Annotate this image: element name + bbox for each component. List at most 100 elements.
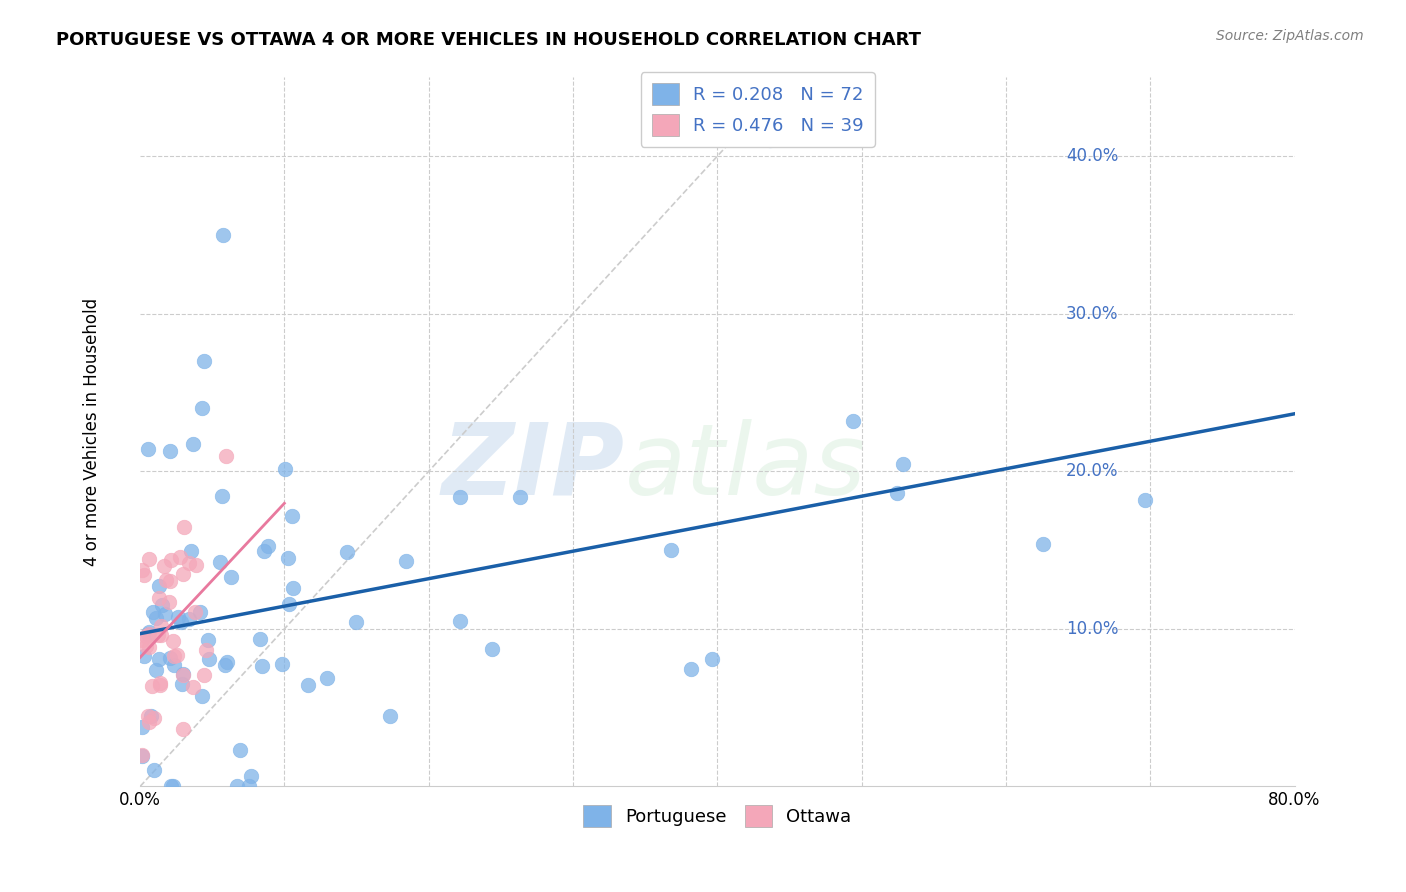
Point xyxy=(153,558,176,573)
Point xyxy=(181,680,204,694)
Point xyxy=(188,605,211,619)
Point xyxy=(256,539,278,553)
Point xyxy=(172,668,194,682)
Point xyxy=(274,462,297,476)
Point xyxy=(215,449,238,463)
Point xyxy=(186,558,208,572)
Point xyxy=(172,722,194,736)
Point xyxy=(239,769,262,783)
Point xyxy=(278,597,301,611)
Point xyxy=(344,615,367,629)
Point xyxy=(150,619,173,633)
Point xyxy=(141,680,163,694)
Text: atlas: atlas xyxy=(624,419,866,516)
Text: 30.0%: 30.0% xyxy=(1066,305,1118,323)
Point xyxy=(166,648,188,663)
Point xyxy=(149,628,172,642)
Point xyxy=(702,651,724,665)
Point xyxy=(219,569,242,583)
Point xyxy=(160,553,183,567)
Point xyxy=(681,662,703,676)
Legend: Portuguese, Ottawa: Portuguese, Ottawa xyxy=(576,797,859,834)
Text: ZIP: ZIP xyxy=(441,419,624,516)
Point xyxy=(159,574,181,588)
Point xyxy=(155,573,177,587)
Point xyxy=(758,133,780,147)
Point xyxy=(280,508,302,523)
Point xyxy=(191,401,214,416)
Point xyxy=(148,579,170,593)
Point xyxy=(159,651,181,665)
Point xyxy=(212,227,235,242)
Point xyxy=(138,551,160,566)
Point xyxy=(160,780,183,794)
Text: 10.0%: 10.0% xyxy=(1066,620,1118,638)
Point xyxy=(148,591,170,605)
Point xyxy=(238,780,260,794)
Point xyxy=(149,678,172,692)
Point xyxy=(194,642,217,657)
Point xyxy=(159,444,181,458)
Point xyxy=(215,655,238,669)
Point xyxy=(142,605,165,619)
Point xyxy=(169,615,191,630)
Point xyxy=(181,436,204,450)
Point xyxy=(394,554,416,568)
Point xyxy=(131,720,153,734)
Point xyxy=(509,491,531,505)
Point xyxy=(180,543,202,558)
Point xyxy=(166,609,188,624)
Point xyxy=(135,640,157,654)
Point xyxy=(136,709,159,723)
Text: 4 or more Vehicles in Household: 4 or more Vehicles in Household xyxy=(83,298,101,566)
Point xyxy=(253,543,276,558)
Text: PORTUGUESE VS OTTAWA 4 OR MORE VEHICLES IN HOUSEHOLD CORRELATION CHART: PORTUGUESE VS OTTAWA 4 OR MORE VEHICLES … xyxy=(56,31,921,49)
Point xyxy=(131,749,153,764)
Point xyxy=(138,640,160,655)
Point xyxy=(163,648,186,663)
Point xyxy=(281,581,304,595)
Point xyxy=(449,614,471,628)
Point xyxy=(172,666,194,681)
Point xyxy=(148,652,170,666)
Point xyxy=(136,442,159,457)
Text: 20.0%: 20.0% xyxy=(1066,462,1118,481)
Point xyxy=(208,555,231,569)
Point xyxy=(229,743,252,757)
Text: Source: ZipAtlas.com: Source: ZipAtlas.com xyxy=(1216,29,1364,43)
Point xyxy=(211,490,233,504)
Point xyxy=(131,563,153,577)
Point xyxy=(197,632,219,647)
Point xyxy=(193,354,215,368)
Point xyxy=(179,612,201,626)
Point xyxy=(149,675,172,690)
Point xyxy=(886,486,908,500)
Point xyxy=(336,545,359,559)
Point xyxy=(142,711,165,725)
Point xyxy=(162,634,184,648)
Point xyxy=(162,780,184,794)
Point xyxy=(177,557,200,571)
Point xyxy=(138,627,160,641)
Point xyxy=(481,642,503,657)
Point xyxy=(378,709,401,723)
Point xyxy=(157,595,180,609)
Point xyxy=(139,709,162,723)
Point xyxy=(145,611,167,625)
Point xyxy=(153,607,176,621)
Point xyxy=(214,658,236,673)
Point xyxy=(173,520,195,534)
Point xyxy=(250,658,273,673)
Point xyxy=(135,629,157,643)
Point xyxy=(138,714,160,729)
Point xyxy=(270,657,292,672)
Point xyxy=(132,568,155,582)
Point xyxy=(197,652,219,666)
Point xyxy=(150,599,173,613)
Point xyxy=(184,605,207,619)
Point xyxy=(193,667,215,681)
Point xyxy=(226,780,249,794)
Point xyxy=(163,657,186,672)
Point xyxy=(891,457,914,471)
Point xyxy=(842,414,865,428)
